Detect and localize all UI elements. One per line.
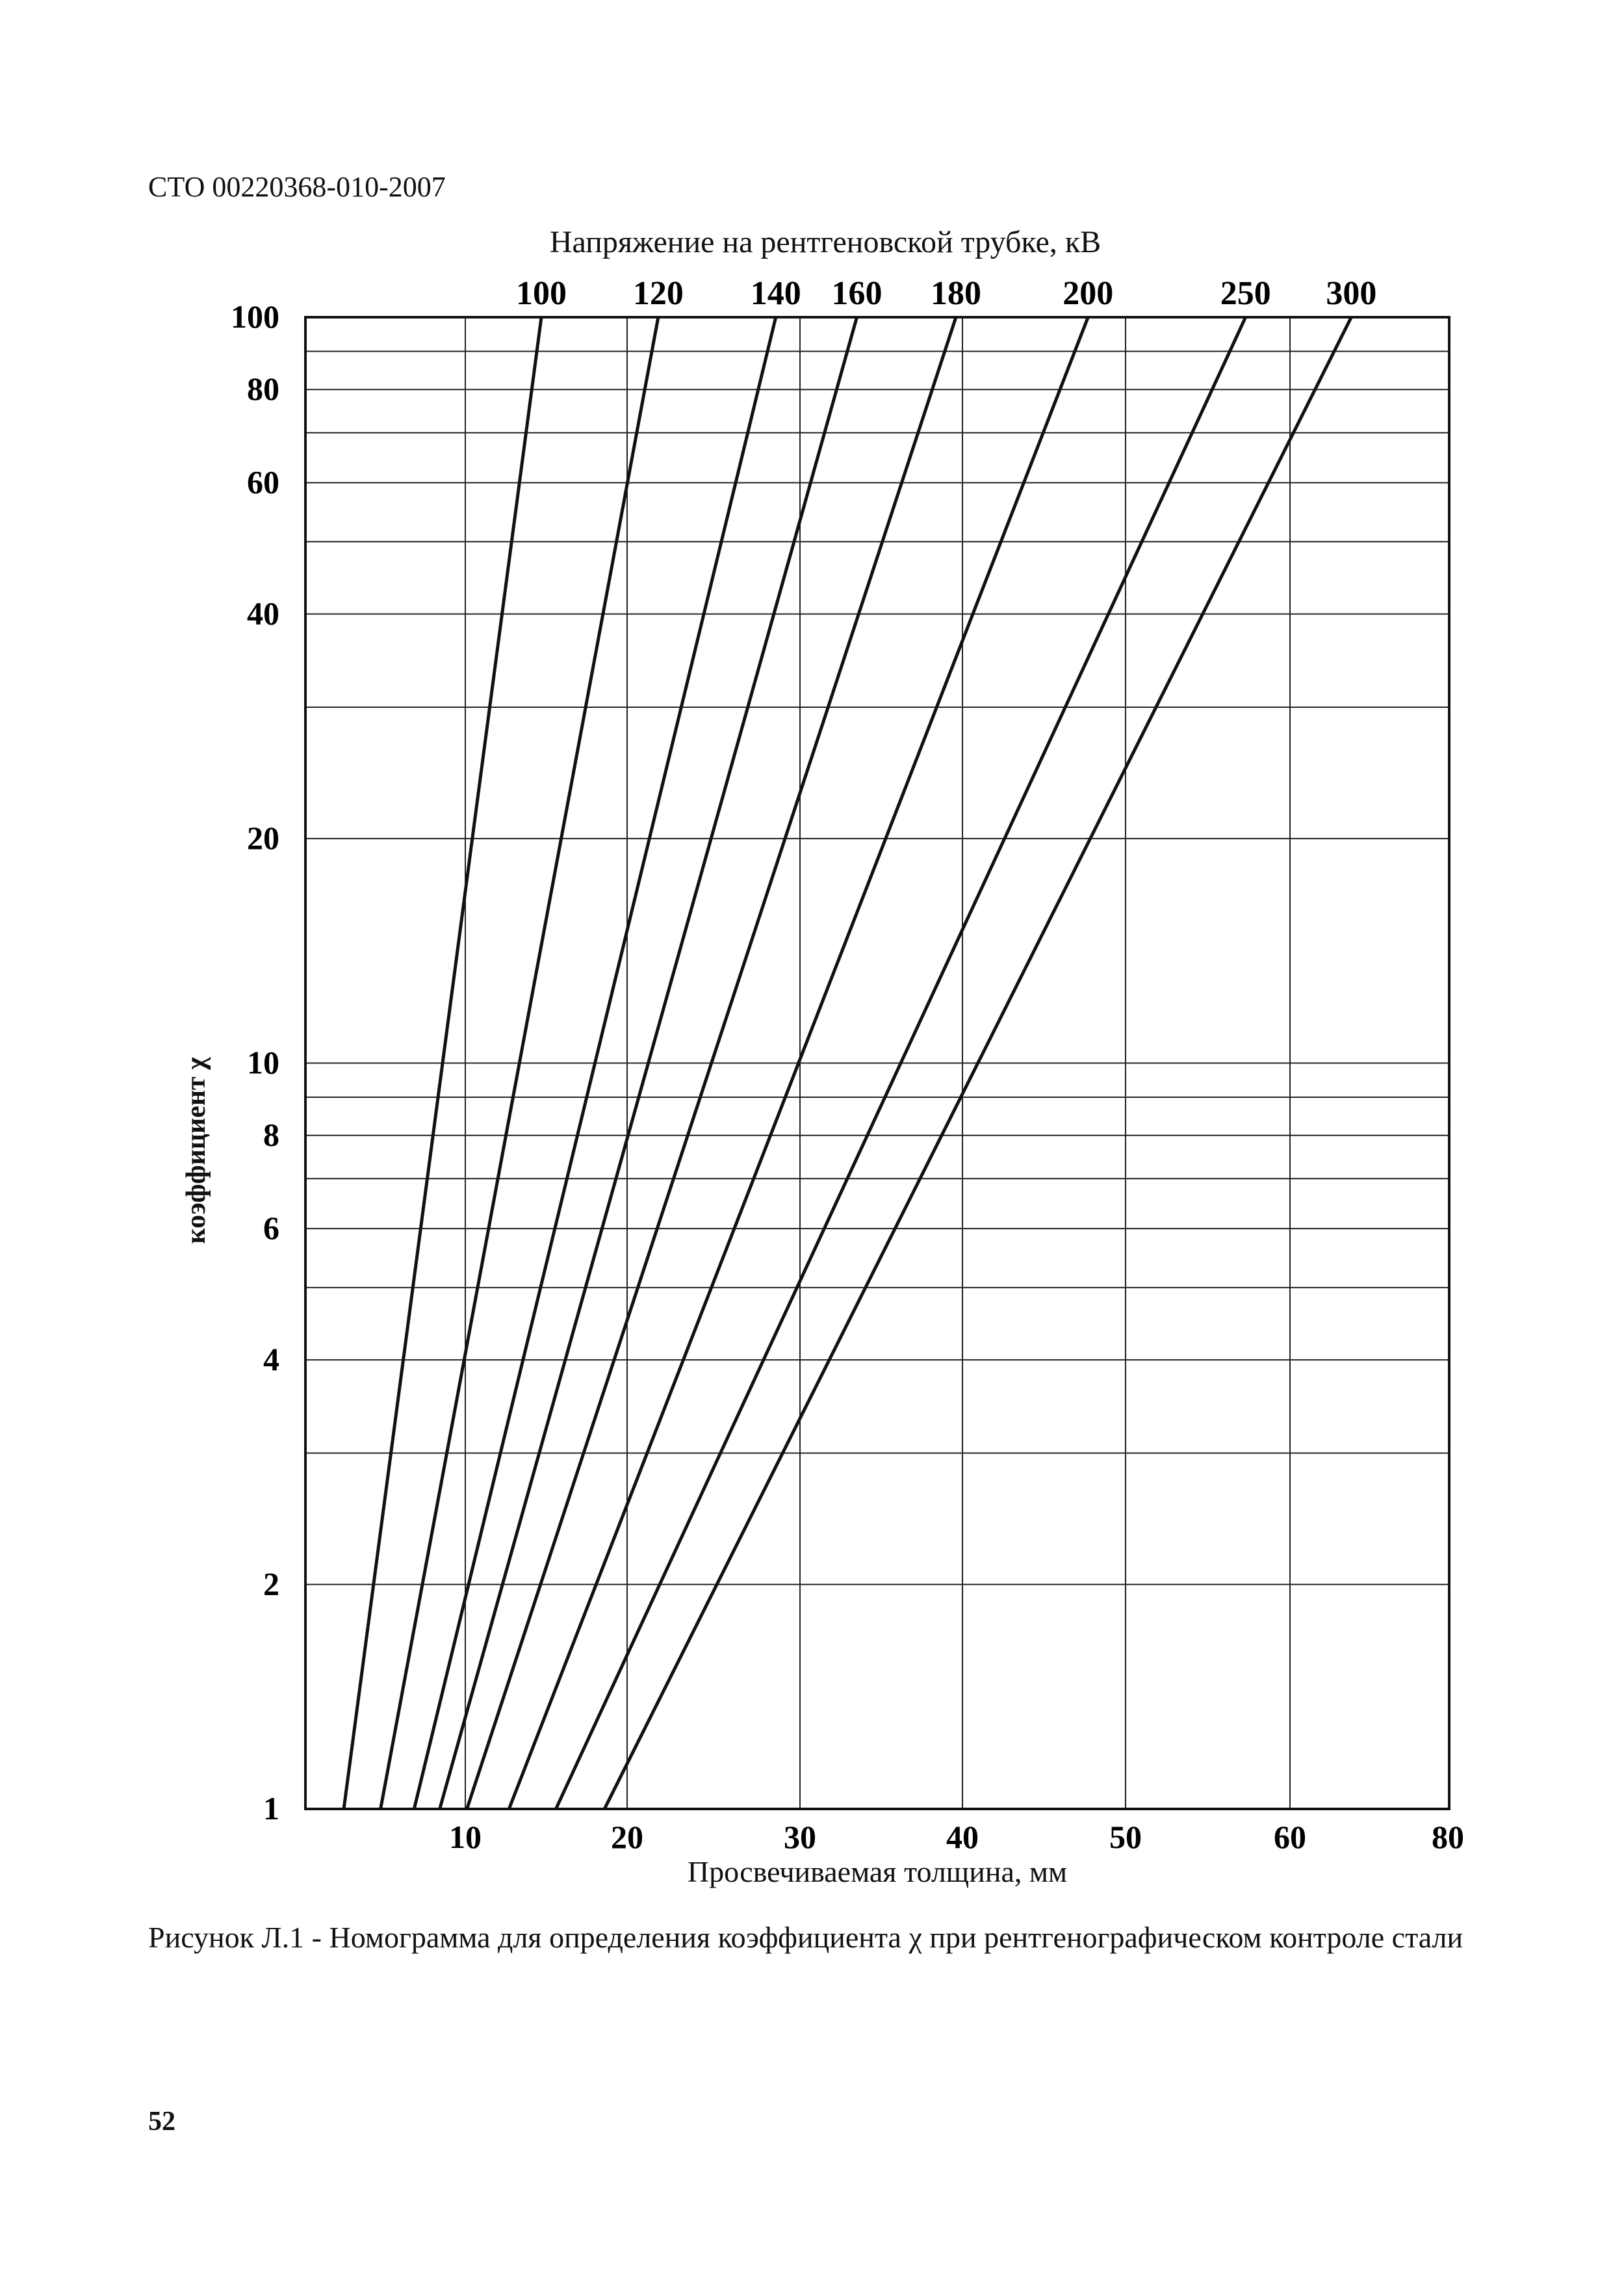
y-tick-label: 10 xyxy=(247,1045,279,1081)
series-line-120 xyxy=(379,317,660,1810)
series-label-180: 180 xyxy=(931,275,981,312)
series-label-120: 120 xyxy=(633,275,684,312)
x-tick-label: 80 xyxy=(1432,1819,1464,1855)
y-tick-label: 1 xyxy=(263,1790,279,1826)
plot-frame xyxy=(304,316,1450,1810)
grid-layer xyxy=(305,317,1450,1810)
y-tick-label: 60 xyxy=(247,464,279,500)
series-line-250 xyxy=(554,316,1247,1810)
series-label-160: 160 xyxy=(832,275,883,312)
y-axis-title: коэффициент χ xyxy=(181,1057,211,1244)
y-tick-label: 2 xyxy=(263,1566,279,1602)
y-tick-label: 6 xyxy=(263,1210,279,1246)
series-label-250: 250 xyxy=(1220,275,1271,312)
chart-title: Напряжение на рентгеновской трубке, кВ xyxy=(549,225,1102,259)
x-tick-label: 30 xyxy=(784,1819,816,1855)
series-line-100 xyxy=(342,317,543,1810)
x-tick-label: 60 xyxy=(1274,1819,1306,1855)
series-label-140: 140 xyxy=(751,275,801,312)
y-tick-label: 40 xyxy=(247,595,279,632)
series-line-140 xyxy=(412,317,778,1810)
page-number: 52 xyxy=(148,2107,175,2137)
y-tick-label: 80 xyxy=(247,370,279,407)
y-tick-label: 4 xyxy=(263,1341,279,1377)
x-tick-label: 20 xyxy=(611,1819,643,1855)
series-label-100: 100 xyxy=(516,275,567,312)
tick-labels: 100 120 140 160 180 200 250 300 1 2 4 6 8 10 20 40 60 80 1… xyxy=(231,275,1464,1855)
x-tick-label: 50 xyxy=(1109,1819,1142,1855)
y-tick-label: 100 xyxy=(231,298,279,335)
y-tick-label: 8 xyxy=(263,1117,279,1153)
document-code: СТО 00220368-010-2007 xyxy=(148,171,446,203)
series-label-200: 200 xyxy=(1063,275,1113,312)
series-label-300: 300 xyxy=(1326,275,1376,312)
series-line-180 xyxy=(465,317,958,1810)
series-line-160 xyxy=(438,317,858,1810)
x-tick-label: 40 xyxy=(946,1819,979,1855)
series-lines xyxy=(342,316,1353,1810)
series-line-200 xyxy=(507,317,1090,1810)
y-tick-label: 20 xyxy=(247,820,279,856)
x-axis-title: Просвечиваемая толщина, мм xyxy=(687,1855,1068,1888)
x-tick-label: 10 xyxy=(449,1819,482,1855)
figure-caption: Рисунок Л.1 - Номограмма для определения… xyxy=(148,1921,1463,1954)
series-line-300 xyxy=(602,316,1353,1810)
